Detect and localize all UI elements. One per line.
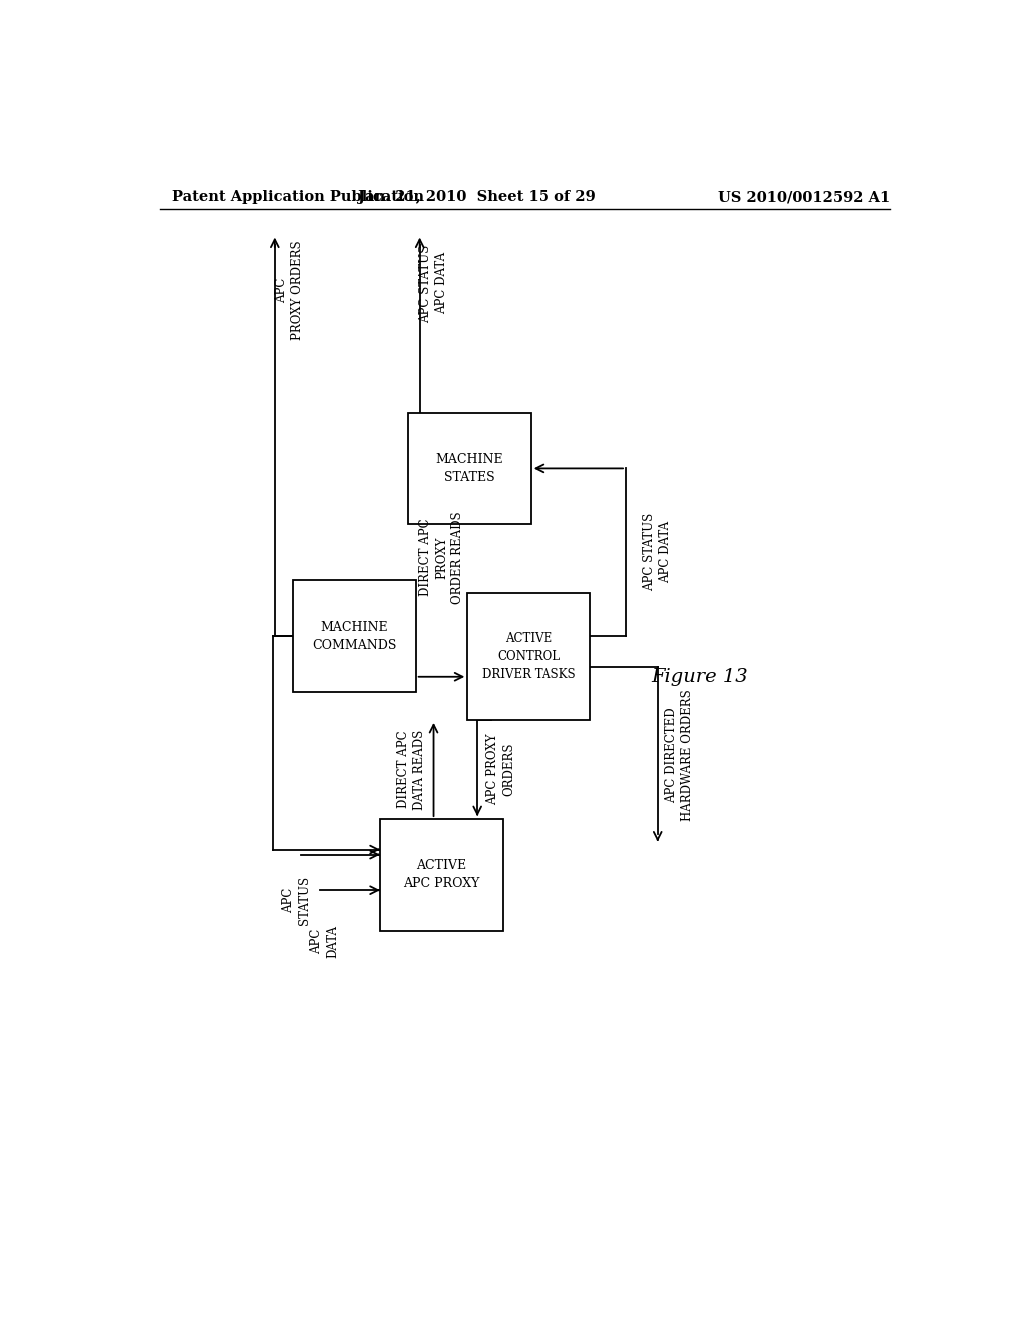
Bar xyxy=(467,593,590,719)
Text: US 2010/0012592 A1: US 2010/0012592 A1 xyxy=(718,190,890,205)
Text: APC
STATUS: APC STATUS xyxy=(283,875,311,925)
Text: ACTIVE
APC PROXY: ACTIVE APC PROXY xyxy=(403,859,479,891)
Text: Patent Application Publication: Patent Application Publication xyxy=(172,190,424,205)
Text: Figure 13: Figure 13 xyxy=(651,668,748,686)
Bar xyxy=(408,413,530,524)
Text: APC STATUS
APC DATA: APC STATUS APC DATA xyxy=(420,244,449,322)
Bar xyxy=(380,818,503,931)
Text: MACHINE
COMMANDS: MACHINE COMMANDS xyxy=(312,620,396,652)
Text: MACHINE
STATES: MACHINE STATES xyxy=(435,453,503,484)
Text: APC
PROXY ORDERS: APC PROXY ORDERS xyxy=(274,240,303,341)
Text: DIRECT APC
DATA READS: DIRECT APC DATA READS xyxy=(397,730,426,809)
Text: DIRECT APC
PROXY
ORDER READS: DIRECT APC PROXY ORDER READS xyxy=(419,511,464,603)
Text: Jan. 21, 2010  Sheet 15 of 29: Jan. 21, 2010 Sheet 15 of 29 xyxy=(358,190,596,205)
Bar xyxy=(293,581,416,692)
Text: APC
DATA: APC DATA xyxy=(310,924,339,957)
Text: APC PROXY
ORDERS: APC PROXY ORDERS xyxy=(486,734,515,805)
Text: ACTIVE
CONTROL
DRIVER TASKS: ACTIVE CONTROL DRIVER TASKS xyxy=(482,632,575,681)
Text: APC STATUS
APC DATA: APC STATUS APC DATA xyxy=(643,513,672,591)
Text: APC DIRECTED
HARDWARE ORDERS: APC DIRECTED HARDWARE ORDERS xyxy=(666,689,694,821)
